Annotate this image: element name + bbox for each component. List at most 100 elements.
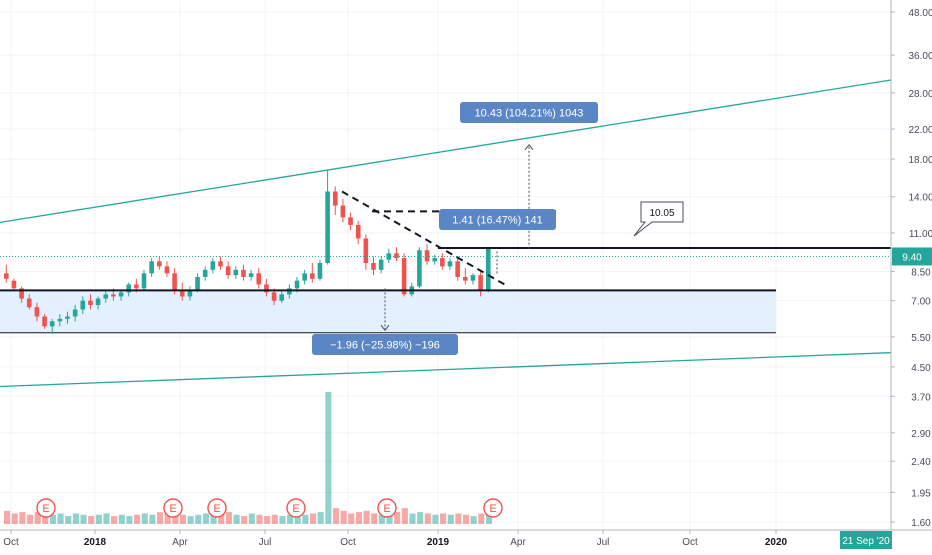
upper-measure-label[interactable]: 10.43 (104.21%) 1043 xyxy=(460,102,598,123)
candle-body xyxy=(65,316,70,319)
earnings-circle[interactable] xyxy=(483,498,503,518)
lower-measure-label[interactable]: −1.96 (−25.98%) −196 xyxy=(312,334,458,355)
candle-body xyxy=(348,217,353,225)
volume-bar xyxy=(256,514,263,524)
earnings-circle[interactable] xyxy=(207,498,227,518)
candle xyxy=(11,278,17,291)
time-axis[interactable]: Oct 2018 Apr Jul Oct 2019 Apr Jul Oct 2020 21 Sep … xyxy=(0,529,932,549)
volume-bar xyxy=(179,514,187,524)
volume-bar xyxy=(463,514,470,524)
volume-bar xyxy=(4,510,11,524)
volume-bar xyxy=(126,516,133,524)
candle-body xyxy=(317,262,323,279)
callout-bubble[interactable] xyxy=(633,201,684,237)
candle-body xyxy=(401,258,407,295)
small-measure-label-bg[interactable] xyxy=(439,209,556,230)
time-tick-label: Jul xyxy=(597,537,610,548)
candle-body xyxy=(302,273,307,281)
price-tick-label: 1.95 xyxy=(911,488,931,499)
candle xyxy=(241,264,246,281)
volume-bar xyxy=(141,513,148,524)
volume-bar xyxy=(202,513,209,524)
price-callout[interactable]: 10.05 xyxy=(633,201,684,237)
candle xyxy=(164,261,170,277)
volume-bar xyxy=(149,514,156,524)
earnings-marker[interactable]: E xyxy=(163,498,183,518)
candle xyxy=(19,286,24,303)
price-tick-label: 1.60 xyxy=(911,518,931,529)
candle xyxy=(88,294,93,310)
candle-body xyxy=(195,276,200,291)
candle-body xyxy=(103,294,109,299)
time-tick-label: Oct xyxy=(340,537,356,548)
candle-body xyxy=(394,253,399,259)
small-measure-label[interactable]: 1.41 (16.47%) 141 xyxy=(439,209,556,230)
volume-bar xyxy=(241,516,248,524)
candle-body xyxy=(187,290,193,297)
volume-bar xyxy=(248,513,255,524)
earnings-marker[interactable]: E xyxy=(286,498,306,518)
candle xyxy=(72,305,78,322)
candle-body xyxy=(310,273,315,279)
candle xyxy=(485,247,491,293)
wedge-dashed-line[interactable] xyxy=(341,190,509,288)
volume-bar xyxy=(164,513,171,524)
earnings-letter: E xyxy=(213,503,220,515)
volume-bar xyxy=(233,514,240,524)
earnings-circle[interactable] xyxy=(36,498,56,518)
candle-body xyxy=(378,259,384,270)
upper-measure-label-bg[interactable] xyxy=(460,102,598,123)
volume-bar xyxy=(57,513,64,524)
lower-measure-label-bg[interactable] xyxy=(312,334,458,355)
earnings-circle[interactable] xyxy=(377,498,397,518)
volume-bar xyxy=(19,512,26,524)
candle xyxy=(248,269,254,281)
earnings-marker[interactable]: E xyxy=(36,498,56,518)
candle xyxy=(26,294,32,310)
volume-bar xyxy=(409,513,416,524)
candle-body xyxy=(26,298,32,308)
candle xyxy=(57,314,63,327)
volume-bar xyxy=(478,513,485,524)
candle-body xyxy=(72,309,78,317)
price-axis[interactable]: 48.00 36.00 28.00 22.00 18.00 14.00 11.00 8.50 7… xyxy=(890,0,932,530)
volume-bar xyxy=(11,513,18,524)
earnings-letter: E xyxy=(292,503,299,515)
channel-upper-line[interactable] xyxy=(0,79,892,224)
volume-bar xyxy=(264,516,271,524)
earnings-marker[interactable]: E xyxy=(483,498,503,518)
crosshair-date-tag[interactable] xyxy=(840,531,892,549)
drawings[interactable] xyxy=(0,79,892,388)
candle-body xyxy=(134,284,139,289)
last-price-tag[interactable] xyxy=(892,247,932,266)
earnings-circle[interactable] xyxy=(163,498,183,518)
volume-bar xyxy=(218,513,225,524)
candle xyxy=(394,247,399,262)
volume-bar xyxy=(42,513,49,524)
candle xyxy=(332,186,338,215)
earnings-marker[interactable]: E xyxy=(207,498,227,518)
candle xyxy=(233,266,239,279)
candle xyxy=(386,248,392,263)
earnings-circle[interactable] xyxy=(286,498,306,518)
candle-body xyxy=(256,273,262,285)
candle-body xyxy=(478,275,483,291)
volume-bar xyxy=(378,514,385,524)
candle xyxy=(417,247,422,289)
measure-labels[interactable]: 10.43 (104.21%) 1043 −1.96 (−25.98%) −196… xyxy=(312,102,684,355)
price-tick-label: 22.00 xyxy=(908,125,932,136)
volume-bar xyxy=(157,512,164,524)
volume-bar xyxy=(49,514,56,524)
earnings-marker[interactable]: E xyxy=(377,498,397,518)
volume-bar xyxy=(485,512,493,524)
volume-bar xyxy=(34,512,41,524)
volume-bar xyxy=(72,513,79,524)
candle-body xyxy=(432,258,437,262)
channel-lower-line[interactable] xyxy=(0,351,892,388)
small-measure-label-text: 1.41 (16.47%) 141 xyxy=(452,215,543,227)
candle-body xyxy=(95,298,101,306)
volume-bar xyxy=(447,514,454,524)
